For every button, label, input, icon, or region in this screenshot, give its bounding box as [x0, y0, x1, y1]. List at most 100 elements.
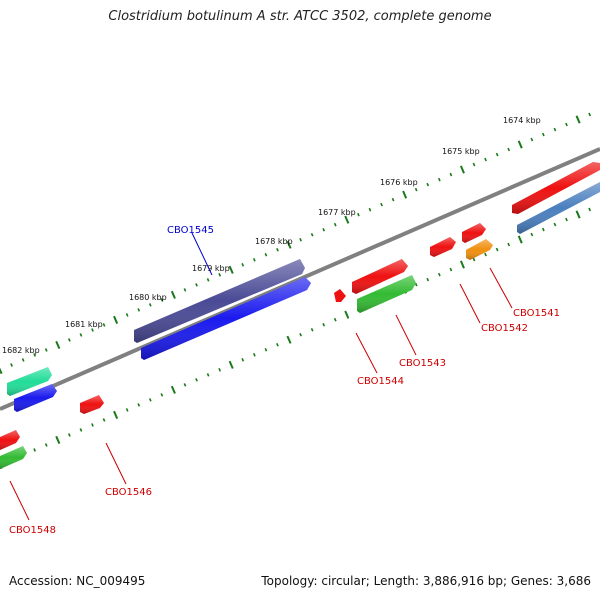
tick-mark [102, 418, 106, 422]
tick-mark [33, 448, 37, 452]
tick-mark [44, 348, 48, 352]
tick-mark [206, 373, 210, 377]
tick-mark [228, 360, 234, 369]
gene-label-cbo1548[interactable]: CBO1548 [9, 525, 56, 536]
tick-mark [148, 303, 152, 307]
tick-mark [541, 227, 545, 232]
tick-mark [459, 260, 465, 269]
gene-feature[interactable] [430, 237, 456, 257]
tick-mark [495, 152, 499, 157]
tick-mark [402, 190, 408, 199]
tick-mark [0, 367, 3, 375]
tick-mark [517, 140, 523, 149]
gene-feature[interactable] [352, 259, 408, 294]
gene-feature[interactable] [7, 367, 52, 396]
tick-mark [530, 232, 534, 237]
tick-mark [113, 410, 119, 419]
tick-mark [553, 127, 557, 132]
gene-label-cbo1545[interactable]: CBO1545 [167, 225, 214, 236]
tick-mark [333, 317, 337, 322]
tick-mark [137, 308, 141, 312]
genome-backbone [0, 147, 600, 411]
kbp-label: 1681 kbp [65, 320, 103, 329]
tick-mark [368, 207, 372, 212]
tick-mark [276, 342, 279, 347]
tick-mark [333, 222, 337, 227]
tick-mark [575, 115, 581, 124]
gene-label-cbo1542[interactable]: CBO1542 [481, 323, 528, 334]
tick-mark [322, 322, 326, 327]
tick-mark [437, 177, 441, 182]
tick-mark [575, 210, 581, 219]
gene-label-cbo1543[interactable]: CBO1543 [399, 358, 446, 369]
tick-mark [160, 298, 164, 302]
tick-mark [344, 215, 350, 224]
gene-feature[interactable] [357, 275, 416, 313]
gene-feature[interactable] [0, 446, 27, 469]
tick-mark [113, 315, 119, 324]
tick-mark [507, 147, 511, 152]
tick-mark [507, 242, 511, 247]
gene-features [0, 162, 600, 469]
tick-mark [252, 257, 256, 262]
tick-track-inner [0, 207, 592, 470]
tick-mark [195, 283, 198, 287]
tick-mark [241, 262, 245, 267]
tick-mark [33, 353, 37, 357]
kbp-label: 1680 kbp [129, 293, 167, 302]
gene-feature[interactable] [462, 223, 486, 243]
tick-mark [310, 232, 314, 237]
tick-mark [125, 313, 129, 317]
summary-text: Topology: circular; Length: 3,886,916 bp… [261, 574, 591, 588]
tick-track-outer [0, 112, 592, 375]
gene-feature[interactable] [80, 395, 104, 414]
kbp-label: 1675 kbp [442, 147, 480, 156]
tick-mark [264, 252, 268, 257]
gene-feature[interactable] [334, 289, 346, 302]
kbp-label: 1677 kbp [318, 208, 356, 217]
gene-feature[interactable] [141, 277, 311, 360]
gene-label-cbo1544[interactable]: CBO1544 [357, 376, 404, 387]
tick-mark [565, 122, 568, 127]
tick-mark [55, 435, 61, 445]
tick-mark [91, 328, 94, 332]
gene-label-cbo1541[interactable]: CBO1541 [513, 308, 560, 319]
tick-mark [276, 247, 279, 252]
gene-feature[interactable] [0, 430, 20, 450]
tick-mark [195, 378, 198, 382]
tick-mark [322, 227, 326, 232]
tick-mark [170, 290, 176, 299]
tick-mark [449, 172, 453, 177]
gene-feature[interactable] [517, 182, 600, 234]
tick-mark [79, 333, 83, 337]
tick-mark [252, 352, 256, 357]
tick-mark [426, 182, 430, 187]
tick-mark [67, 338, 71, 342]
label-leaders [9, 232, 513, 521]
kbp-label: 1678 kbp [255, 237, 293, 246]
gene-feature[interactable] [134, 259, 305, 343]
tick-mark [310, 327, 314, 332]
tick-mark [286, 240, 292, 249]
tick-mark [530, 137, 534, 142]
gene-feature[interactable] [466, 239, 493, 260]
tick-mark [299, 237, 302, 242]
gene-feature[interactable] [512, 162, 600, 214]
gene-label-cbo1546[interactable]: CBO1546 [105, 487, 152, 498]
tick-mark [183, 288, 187, 292]
tick-mark [414, 187, 418, 192]
gene-feature[interactable] [14, 384, 57, 412]
tick-mark [472, 257, 476, 262]
tick-mark [414, 282, 418, 287]
tick-mark [299, 332, 302, 337]
kbp-label: 1682 kbp [2, 346, 40, 355]
tick-mark [206, 278, 210, 282]
tick-mark [79, 428, 83, 432]
tick-mark [517, 235, 523, 244]
tick-mark [137, 403, 141, 407]
tick-mark [426, 277, 430, 282]
tick-mark [125, 408, 129, 412]
tick-mark [588, 112, 592, 117]
tick-mark [472, 162, 476, 167]
